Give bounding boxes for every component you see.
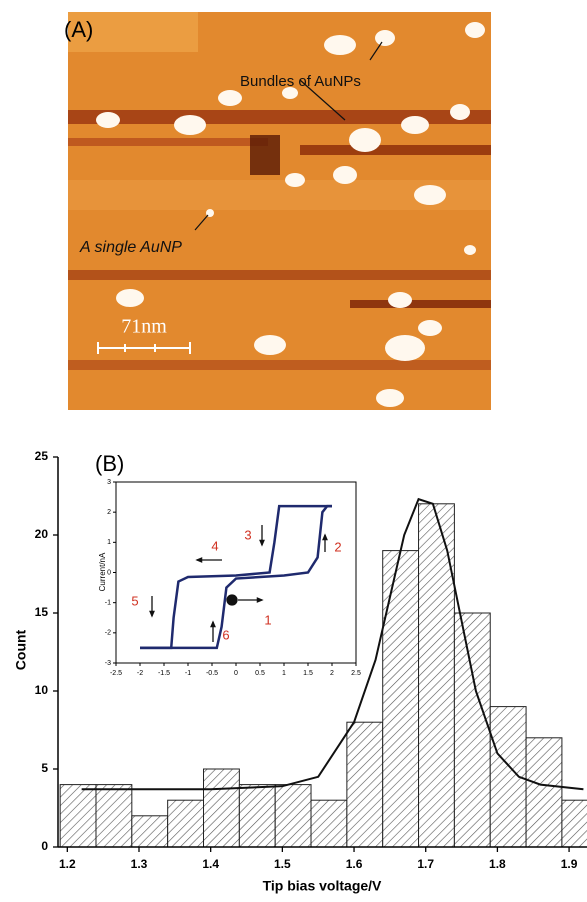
x-tick-label: -2 — [137, 670, 143, 677]
y-tick-label: -2 — [105, 630, 111, 637]
x-tick-label: 1.8 — [489, 857, 506, 871]
x-tick-label: 1 — [282, 670, 286, 677]
x-tick-label: 0.5 — [255, 670, 265, 677]
iv-curve — [140, 504, 332, 650]
bar — [274, 784, 312, 847]
bar — [310, 799, 348, 847]
arrow-head — [259, 539, 265, 547]
bar — [525, 737, 563, 847]
stm-image — [68, 12, 491, 410]
y-tick-label: 3 — [107, 479, 111, 486]
step-label: 5 — [131, 593, 138, 608]
y-tick-label: 1 — [107, 539, 111, 546]
iv-curve — [140, 504, 332, 650]
step-label: 1 — [264, 612, 271, 627]
arrow-head — [195, 557, 203, 563]
plot-area — [59, 497, 587, 847]
step-label: 4 — [211, 538, 218, 553]
y-tick-label: -3 — [105, 660, 111, 667]
y-tick-label: 15 — [35, 605, 49, 619]
step-label: 2 — [334, 539, 341, 554]
arrow-head — [322, 533, 328, 541]
x-tick-label: 2 — [330, 670, 334, 677]
y-tick-label: 20 — [35, 527, 49, 541]
x-tick-label: 1.7 — [417, 857, 434, 871]
bar — [167, 799, 205, 847]
annotation: Bundles of AuNPs — [240, 73, 361, 90]
x-tick-label: 2.5 — [351, 670, 361, 677]
bar — [95, 784, 133, 847]
x-tick-label: 1.9 — [561, 857, 578, 871]
x-tick-label: -0.5 — [206, 670, 218, 677]
bar — [453, 612, 491, 847]
bar — [131, 815, 169, 847]
inset-arrows — [149, 525, 328, 642]
x-axis-label: Tip bias voltage/V — [263, 878, 382, 894]
panel-label: (A) — [64, 17, 93, 42]
panel-label: (B) — [95, 451, 124, 476]
x-tick-label: 0 — [234, 670, 238, 677]
bar — [561, 799, 587, 847]
start-dot — [226, 594, 238, 606]
arrow-head — [256, 597, 264, 603]
y-axis-label: Count — [13, 629, 29, 670]
bar — [238, 784, 276, 847]
annotation: A single AuNP — [79, 239, 182, 256]
y-tick-label: 2 — [107, 509, 111, 516]
y-tick-label: 10 — [35, 683, 49, 697]
bar — [59, 784, 97, 847]
step-label: 6 — [222, 627, 229, 642]
arrow-head — [210, 620, 216, 628]
scale-bar-label: 71nm — [121, 316, 167, 338]
bar — [203, 768, 240, 847]
y-tick-label: 25 — [35, 449, 49, 463]
y-tick-label: 5 — [41, 761, 48, 775]
bar — [382, 550, 420, 847]
x-tick-label: 1.5 — [303, 670, 313, 677]
x-tick-label: 1.2 — [59, 857, 76, 871]
x-tick-label: 1.4 — [202, 857, 219, 871]
y-tick-label: 0 — [41, 839, 48, 853]
bar — [346, 721, 384, 847]
fit-curve — [81, 497, 584, 791]
x-tick-label: -2.5 — [110, 670, 122, 677]
arrow-head — [149, 610, 155, 618]
x-tick-label: 1.6 — [346, 857, 363, 871]
x-tick-label: 1.5 — [274, 857, 291, 871]
y-tick-label: 0 — [107, 569, 111, 576]
x-tick-label: 1.3 — [131, 857, 148, 871]
x-tick-label: -1 — [185, 670, 191, 677]
step-label: 3 — [244, 527, 251, 542]
y-tick-label: -1 — [105, 600, 111, 607]
y-axis-label: Current/nA — [98, 552, 107, 591]
inset-frame — [115, 481, 357, 664]
x-tick-label: -1.5 — [158, 670, 170, 677]
